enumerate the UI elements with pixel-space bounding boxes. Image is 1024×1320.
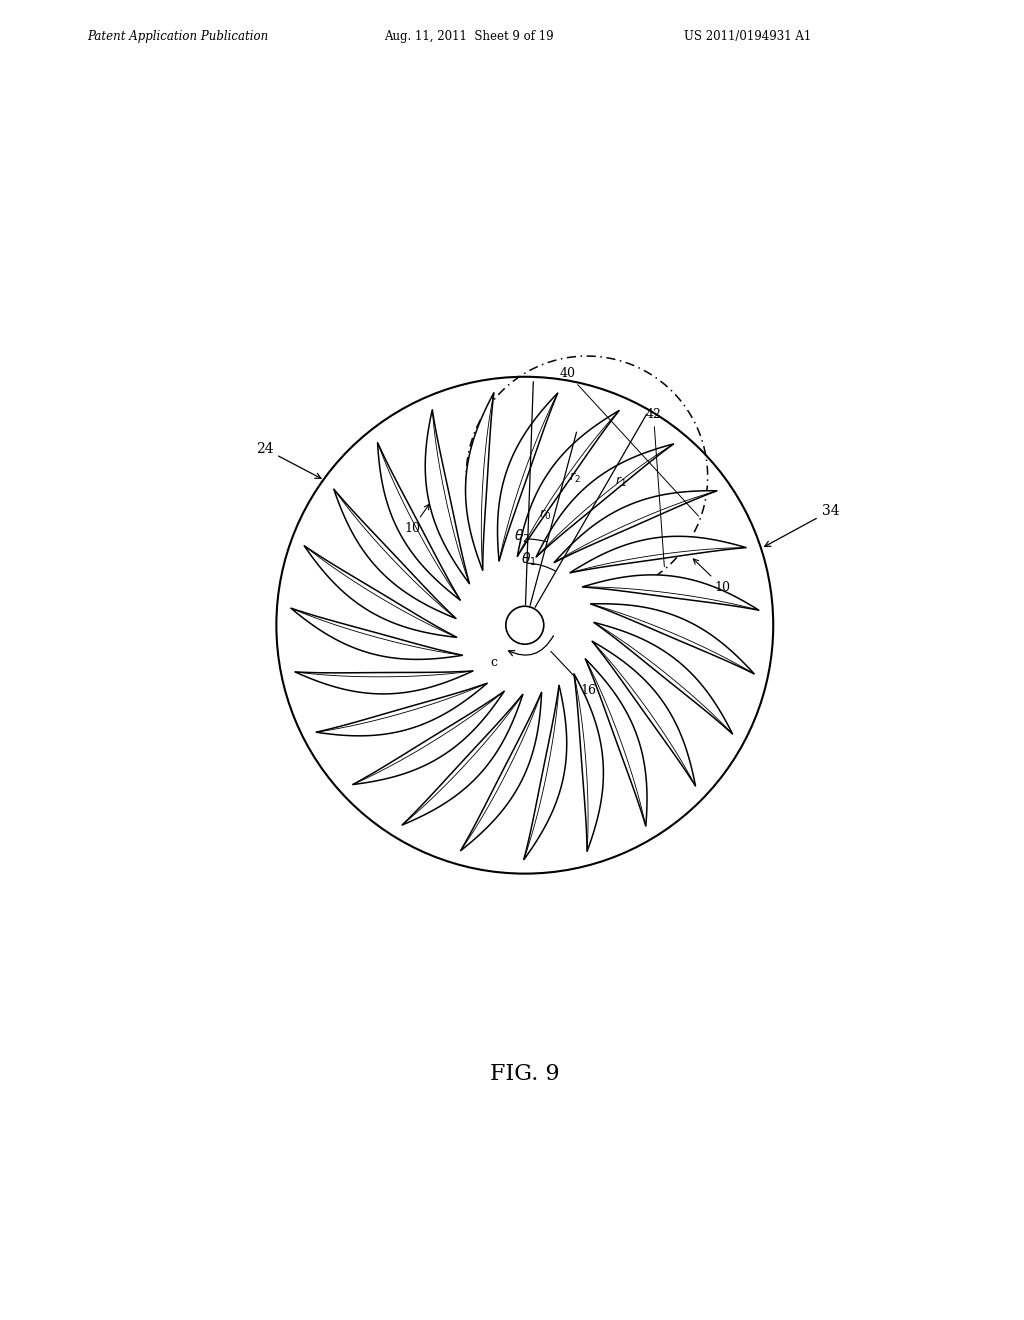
- Text: 42: 42: [645, 408, 665, 566]
- Polygon shape: [466, 392, 494, 570]
- Text: 24: 24: [256, 442, 321, 478]
- Polygon shape: [585, 659, 647, 826]
- Polygon shape: [295, 671, 473, 694]
- Circle shape: [506, 606, 544, 644]
- Text: 34: 34: [765, 504, 839, 546]
- Polygon shape: [591, 603, 755, 675]
- Polygon shape: [536, 444, 674, 557]
- Polygon shape: [592, 642, 695, 787]
- Polygon shape: [569, 536, 746, 573]
- Text: Aug. 11, 2011  Sheet 9 of 19: Aug. 11, 2011 Sheet 9 of 19: [384, 29, 554, 42]
- Polygon shape: [304, 545, 457, 638]
- Text: $r_0$: $r_0$: [539, 508, 551, 521]
- Polygon shape: [554, 491, 717, 562]
- Text: $r_2$: $r_2$: [569, 471, 581, 486]
- Text: $\theta_2$: $\theta_2$: [514, 527, 530, 545]
- Polygon shape: [425, 409, 470, 583]
- Polygon shape: [498, 393, 558, 561]
- Polygon shape: [583, 576, 759, 610]
- Text: 40: 40: [559, 367, 698, 516]
- Text: 10: 10: [404, 504, 429, 535]
- Polygon shape: [402, 694, 523, 825]
- Polygon shape: [461, 692, 542, 851]
- Text: Patent Application Publication: Patent Application Publication: [87, 29, 268, 42]
- Polygon shape: [316, 684, 487, 735]
- Polygon shape: [352, 692, 505, 784]
- Polygon shape: [573, 673, 603, 851]
- Text: c: c: [490, 656, 498, 669]
- Text: $r_1$: $r_1$: [614, 475, 627, 488]
- Text: FIG. 9: FIG. 9: [490, 1063, 559, 1085]
- Polygon shape: [291, 609, 463, 660]
- Text: US 2011/0194931 A1: US 2011/0194931 A1: [684, 29, 811, 42]
- Text: 10: 10: [693, 558, 730, 594]
- Text: 16: 16: [551, 651, 596, 697]
- Polygon shape: [334, 488, 456, 619]
- Polygon shape: [378, 442, 461, 601]
- Polygon shape: [517, 411, 620, 557]
- Polygon shape: [523, 685, 566, 859]
- Text: $\theta_1$: $\theta_1$: [521, 550, 537, 568]
- Polygon shape: [594, 622, 732, 734]
